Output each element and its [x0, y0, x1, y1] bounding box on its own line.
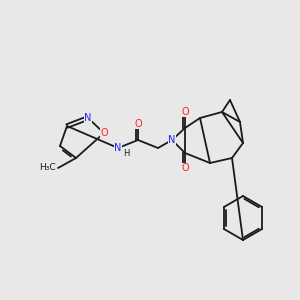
Text: N: N — [114, 143, 122, 153]
Text: H: H — [123, 148, 129, 158]
Text: O: O — [134, 119, 142, 129]
Text: O: O — [181, 163, 189, 173]
Text: O: O — [181, 107, 189, 117]
Text: N: N — [84, 113, 92, 123]
Text: N: N — [168, 135, 176, 145]
Text: O: O — [100, 128, 108, 138]
Text: H₃C: H₃C — [39, 164, 56, 172]
